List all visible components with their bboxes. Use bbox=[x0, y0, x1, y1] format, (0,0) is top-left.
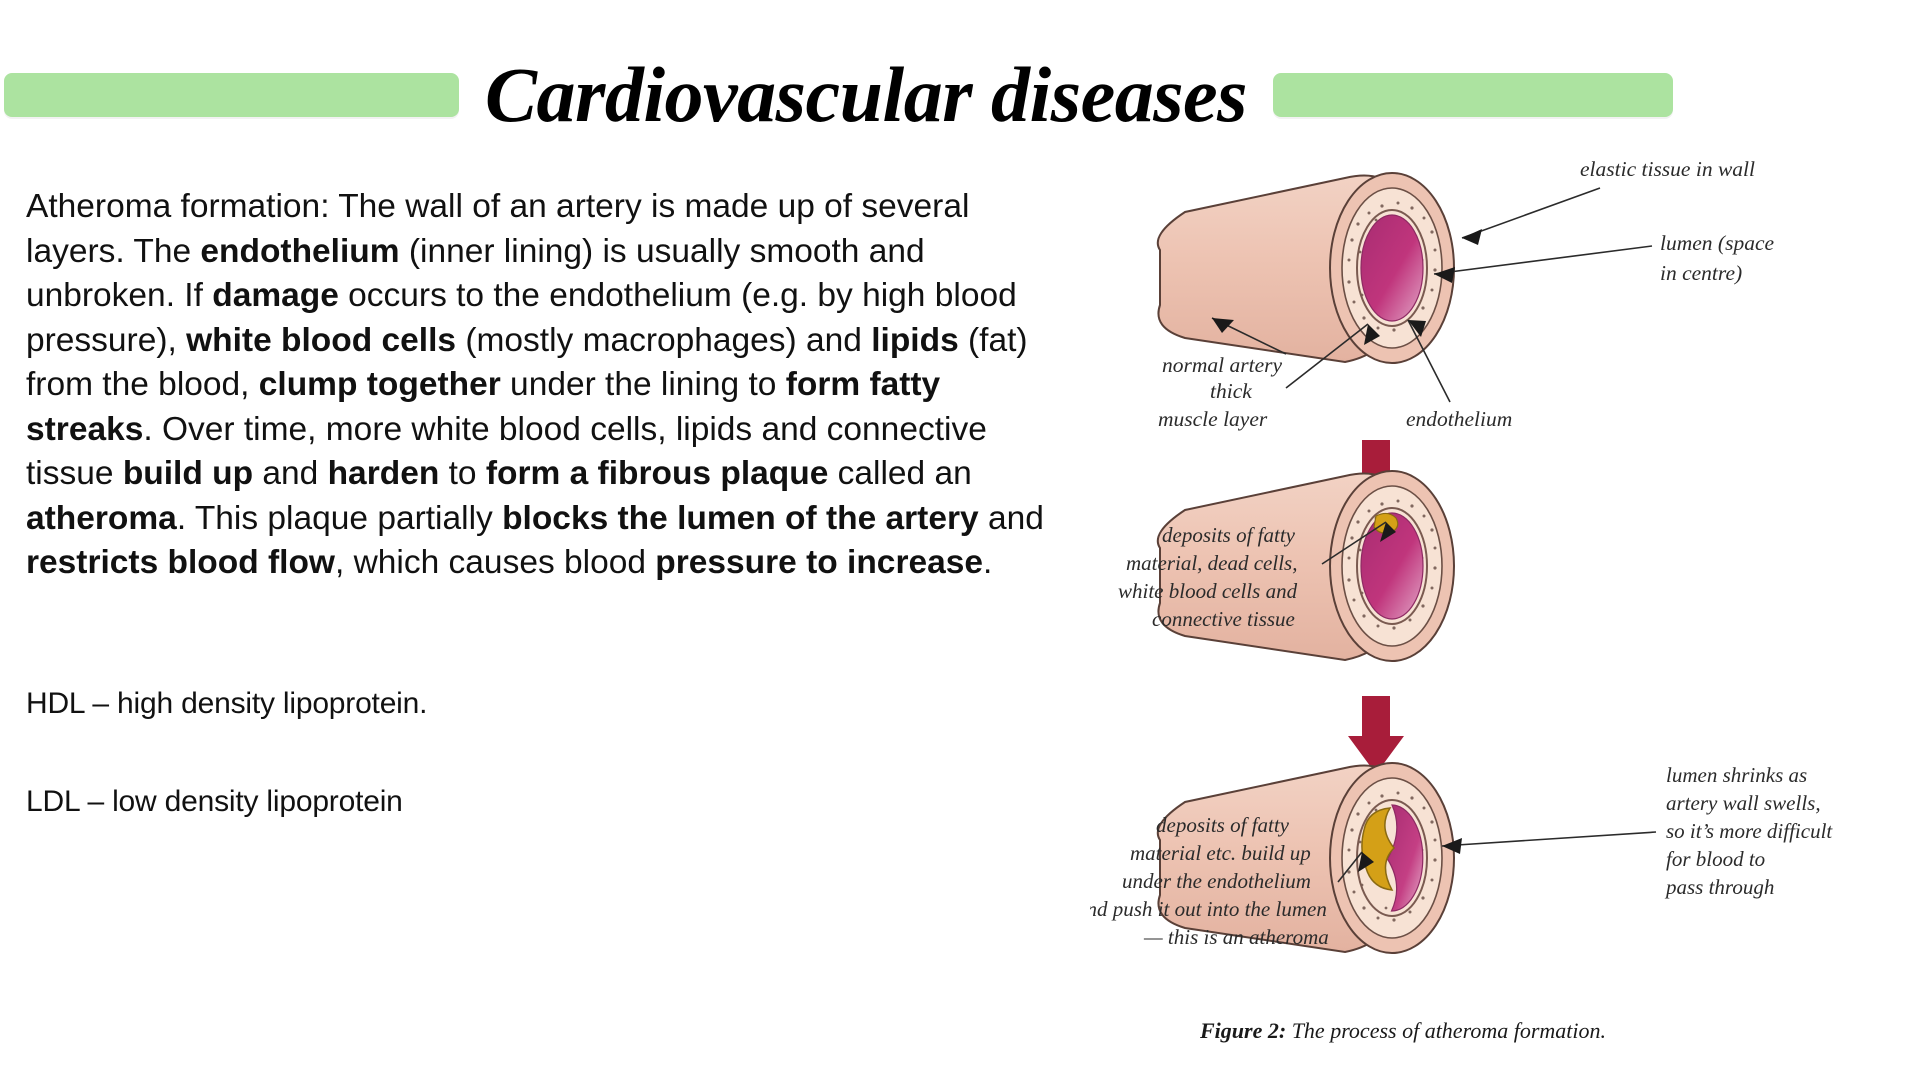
emphasis-term: harden bbox=[327, 455, 440, 492]
label-shrink-line3: so it’s more difficult bbox=[1666, 819, 1833, 843]
label-shrink-line2: artery wall swells, bbox=[1666, 791, 1821, 815]
atheroma-formation-figure: elastic tissue in wall lumen (space in c… bbox=[1090, 140, 1920, 1070]
figure-caption: Figure 2: The process of atheroma format… bbox=[1199, 1018, 1606, 1043]
paragraph-run: to bbox=[439, 455, 486, 492]
figure-caption-text: The process of atheroma formation. bbox=[1286, 1018, 1606, 1043]
paragraph-run: called an bbox=[828, 455, 972, 492]
artery-fatty-streak-illustration bbox=[1156, 470, 1455, 662]
label-shrink-line4: for blood to bbox=[1666, 847, 1765, 871]
definition-ldl: LDL – low density lipoprotein bbox=[26, 784, 403, 818]
emphasis-term: white blood cells bbox=[186, 321, 457, 359]
emphasis-term: restricts blood flow bbox=[26, 544, 335, 581]
label-deposits-mid-line4: connective tissue bbox=[1152, 607, 1295, 631]
content-left-column: Atheroma formation: The wall of an arter… bbox=[26, 185, 1086, 882]
paragraph-run: occurs to the endothelium (e.g. by high … bbox=[26, 277, 1017, 359]
emphasis-term: pressure to increase bbox=[655, 544, 984, 581]
label-deposits-bot-line1: deposits of fatty bbox=[1156, 813, 1290, 837]
paragraph-run: (mostly macrophages) and bbox=[456, 321, 872, 359]
paragraph-run: and bbox=[253, 455, 328, 492]
artery-atheroma-illustration bbox=[1156, 762, 1455, 954]
label-elastic-tissue: elastic tissue in wall bbox=[1580, 157, 1755, 181]
label-deposits-bot-line2: material etc. build up bbox=[1130, 841, 1311, 865]
definition-hdl: HDL – high density lipoprotein. bbox=[26, 686, 428, 720]
label-normal-artery: normal artery bbox=[1162, 353, 1282, 377]
paragraph-run: and bbox=[978, 499, 1044, 537]
process-arrow-2 bbox=[1348, 696, 1404, 774]
label-endothelium: endothelium bbox=[1406, 407, 1512, 431]
label-deposits-bot-line3: under the endothelium bbox=[1122, 869, 1311, 893]
emphasis-term: form a fibrous plaque bbox=[485, 455, 829, 492]
paragraph-run: . This plaque partially bbox=[176, 499, 503, 537]
emphasis-term: damage bbox=[212, 277, 339, 314]
paragraph-run: . bbox=[983, 544, 993, 581]
label-deposits-bot-line5: — this is an atheroma bbox=[1143, 925, 1329, 949]
lipoprotein-definitions: HDL – high density lipoprotein. LDL – lo… bbox=[26, 686, 1086, 820]
slide-header: Cardiovascular diseases bbox=[0, 56, 1920, 134]
emphasis-term: endothelium bbox=[200, 232, 400, 270]
atheroma-formation-paragraph: Atheroma formation: The wall of an arter… bbox=[26, 185, 1068, 586]
label-deposits-bot-line4: and push it out into the lumen bbox=[1090, 897, 1327, 921]
label-shrink-line1: lumen shrinks as bbox=[1666, 763, 1807, 787]
emphasis-term: build up bbox=[122, 455, 254, 492]
paragraph-run: . Over time, more white blood cells, lip… bbox=[26, 410, 987, 493]
paragraph-run: Atheroma formation: The wall of an arter… bbox=[26, 188, 970, 270]
label-shrink-line5: pass through bbox=[1664, 875, 1774, 899]
paragraph-run: (fat) from the blood, bbox=[26, 321, 1028, 404]
label-lumen-line2: in centre) bbox=[1660, 261, 1742, 285]
label-thick-muscle-line1: thick bbox=[1210, 379, 1252, 403]
emphasis-term: form fatty streaks bbox=[26, 366, 941, 448]
paragraph-run: , which causes blood bbox=[334, 544, 656, 581]
label-thick-muscle-line2: muscle layer bbox=[1158, 407, 1268, 431]
label-lumen-line1: lumen (space bbox=[1660, 231, 1774, 255]
page-title: Cardiovascular diseases bbox=[485, 51, 1248, 138]
title-decoration-bar-right bbox=[1273, 73, 1674, 117]
label-deposits-mid-line3: white blood cells and bbox=[1118, 579, 1298, 603]
emphasis-term: blocks the lumen of the artery bbox=[502, 499, 979, 537]
artery-normal-illustration bbox=[1156, 172, 1455, 364]
title-decoration-bar-left bbox=[4, 73, 459, 117]
emphasis-term: atheroma bbox=[26, 499, 177, 537]
figure-caption-label: Figure 2: bbox=[1199, 1018, 1286, 1043]
label-deposits-mid-line1: deposits of fatty bbox=[1162, 523, 1296, 547]
emphasis-term: lipids bbox=[871, 321, 959, 359]
paragraph-run: (inner lining) is usually smooth and unb… bbox=[26, 232, 925, 315]
paragraph-run: under the lining to bbox=[500, 366, 786, 403]
label-deposits-mid-line2: material, dead cells, bbox=[1126, 551, 1297, 575]
emphasis-term: clump together bbox=[258, 366, 501, 403]
